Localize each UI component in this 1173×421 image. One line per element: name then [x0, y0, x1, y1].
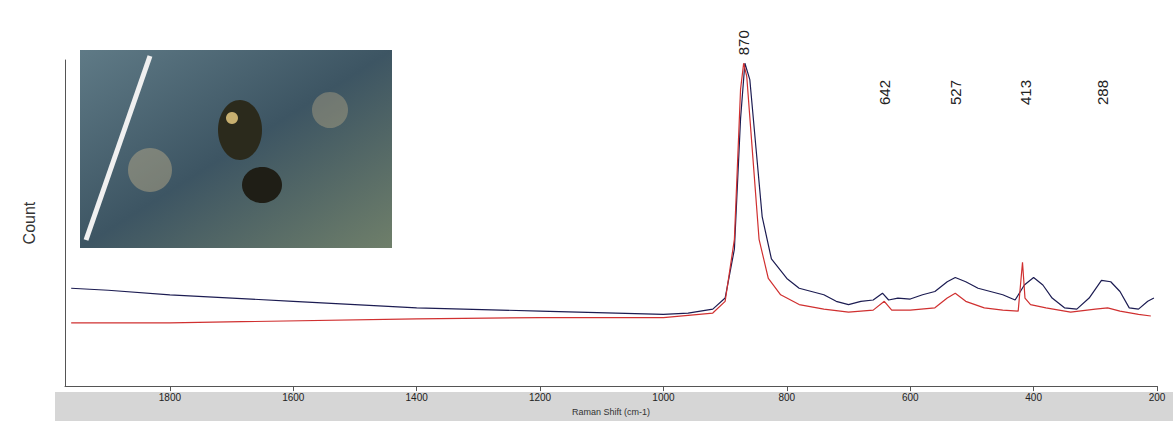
svg-text:870: 870 [735, 30, 752, 55]
svg-text:800: 800 [778, 392, 795, 403]
svg-text:527: 527 [947, 80, 964, 105]
svg-text:200: 200 [1149, 392, 1166, 403]
svg-text:1000: 1000 [652, 392, 675, 403]
svg-text:288: 288 [1094, 80, 1111, 105]
svg-text:1800: 1800 [159, 392, 182, 403]
svg-text:1400: 1400 [406, 392, 429, 403]
svg-text:1200: 1200 [529, 392, 552, 403]
svg-text:Count: Count [21, 201, 38, 244]
svg-text:600: 600 [902, 392, 919, 403]
svg-text:400: 400 [1025, 392, 1042, 403]
svg-text:642: 642 [876, 80, 893, 105]
svg-text:413: 413 [1017, 80, 1034, 105]
svg-text:Raman Shift (cm-1): Raman Shift (cm-1) [572, 407, 650, 417]
svg-text:1600: 1600 [282, 392, 305, 403]
